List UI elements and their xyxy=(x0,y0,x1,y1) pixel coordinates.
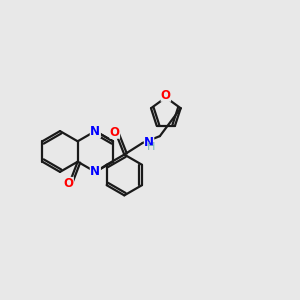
Text: N: N xyxy=(144,136,154,149)
Text: O: O xyxy=(64,177,74,190)
Text: H: H xyxy=(147,142,155,152)
Text: N: N xyxy=(90,165,100,178)
Text: N: N xyxy=(90,124,100,138)
Text: O: O xyxy=(110,126,120,139)
Text: O: O xyxy=(161,88,171,101)
